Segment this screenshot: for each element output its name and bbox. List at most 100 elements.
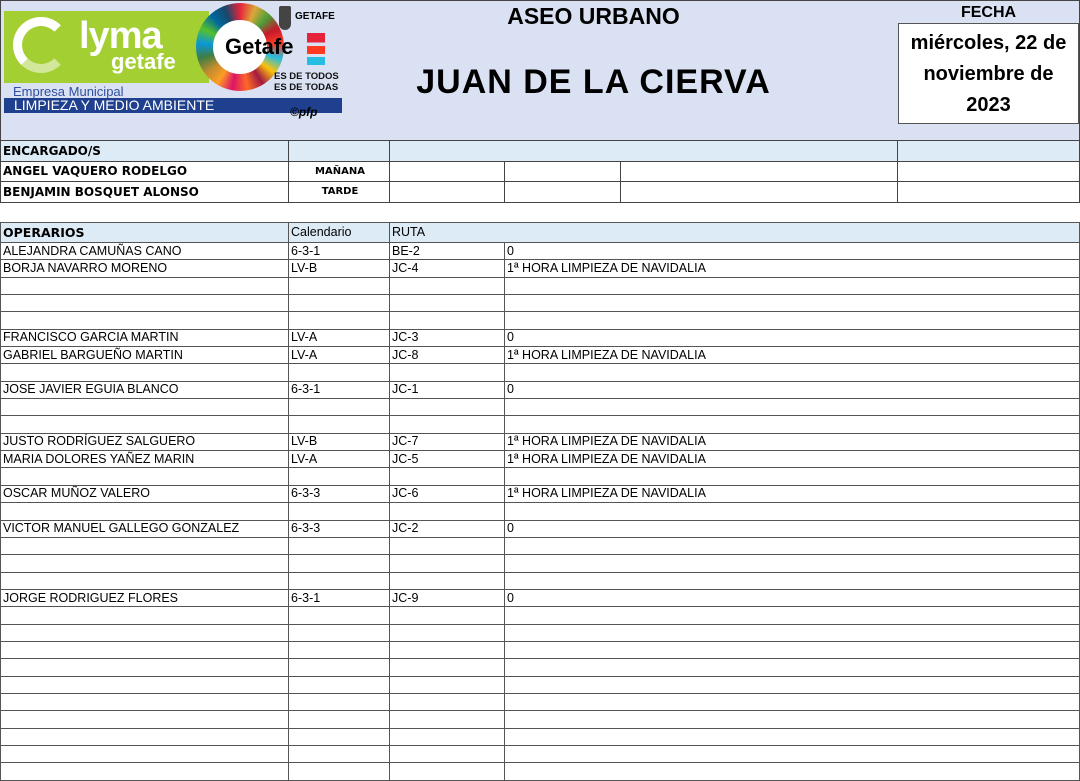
cell[interactable]: [504, 160, 621, 182]
operario-observaciones[interactable]: [503, 623, 1080, 642]
operario-ruta[interactable]: JC-2: [389, 519, 505, 538]
operario-name[interactable]: BORJA NAVARRO MORENO: [0, 259, 289, 278]
operario-calendario[interactable]: [288, 536, 390, 556]
operario-name[interactable]: [0, 658, 289, 677]
operario-name[interactable]: [0, 536, 289, 556]
operario-calendario[interactable]: LV-A: [288, 328, 390, 348]
operario-observaciones[interactable]: 0: [503, 328, 1080, 348]
operario-ruta[interactable]: JC-8: [389, 346, 505, 365]
operario-name[interactable]: MARIA DOLORES YAÑEZ MARIN: [0, 450, 289, 469]
operario-observaciones[interactable]: [503, 502, 1080, 521]
operario-calendario[interactable]: [288, 623, 390, 642]
operario-name[interactable]: [0, 623, 289, 642]
operario-ruta[interactable]: [389, 692, 505, 712]
operario-name[interactable]: JOSE JAVIER EGUIA BLANCO: [0, 380, 289, 400]
operario-name[interactable]: JUSTO RODRÍGUEZ SALGUERO: [0, 432, 289, 452]
operario-calendario[interactable]: [288, 415, 390, 434]
operario-name[interactable]: [0, 467, 289, 486]
operario-name[interactable]: GABRIEL BARGUEÑO MARTIN: [0, 346, 289, 365]
cell[interactable]: [504, 181, 621, 203]
operario-observaciones[interactable]: 1ª HORA LIMPIEZA DE NAVIDALIA: [503, 346, 1080, 365]
operario-observaciones[interactable]: [503, 311, 1080, 330]
cell[interactable]: [897, 160, 1080, 182]
operario-ruta[interactable]: [389, 363, 505, 382]
operario-ruta[interactable]: [389, 744, 505, 764]
operario-observaciones[interactable]: 1ª HORA LIMPIEZA DE NAVIDALIA: [503, 432, 1080, 452]
operario-observaciones[interactable]: 0: [503, 588, 1080, 608]
operario-ruta[interactable]: JC-1: [389, 380, 505, 400]
operario-ruta[interactable]: [389, 398, 505, 417]
operario-ruta[interactable]: JC-6: [389, 484, 505, 504]
operario-calendario[interactable]: [288, 311, 390, 330]
operario-name[interactable]: VICTOR MANUEL GALLEGO GONZALEZ: [0, 519, 289, 538]
operario-observaciones[interactable]: 0: [503, 241, 1080, 261]
operario-calendario[interactable]: [288, 276, 390, 296]
operario-calendario[interactable]: [288, 502, 390, 521]
operario-calendario[interactable]: [288, 571, 390, 590]
operario-calendario[interactable]: 6-3-1: [288, 588, 390, 608]
cell[interactable]: [897, 140, 1080, 162]
operario-calendario[interactable]: LV-A: [288, 346, 390, 365]
operario-observaciones[interactable]: [503, 467, 1080, 486]
operario-ruta[interactable]: [389, 675, 505, 694]
operario-calendario[interactable]: [288, 467, 390, 486]
operario-calendario[interactable]: [288, 762, 390, 781]
operario-calendario[interactable]: 6-3-3: [288, 484, 390, 504]
operario-observaciones[interactable]: [503, 571, 1080, 590]
operario-observaciones[interactable]: [503, 640, 1080, 660]
operario-calendario[interactable]: [288, 294, 390, 313]
operario-observaciones[interactable]: [503, 606, 1080, 625]
encargado-turno[interactable]: TARDE: [288, 181, 390, 203]
operario-observaciones[interactable]: [503, 276, 1080, 296]
operario-name[interactable]: [0, 692, 289, 712]
operario-observaciones[interactable]: [503, 692, 1080, 712]
operario-name[interactable]: [0, 294, 289, 313]
operario-name[interactable]: [0, 415, 289, 434]
operario-name[interactable]: [0, 398, 289, 417]
operario-ruta[interactable]: [389, 762, 505, 781]
operario-observaciones[interactable]: [503, 675, 1080, 694]
operario-name[interactable]: FRANCISCO GARCIA MARTIN: [0, 328, 289, 348]
operario-ruta[interactable]: JC-3: [389, 328, 505, 348]
operario-ruta[interactable]: [389, 311, 505, 330]
operario-name[interactable]: [0, 727, 289, 746]
operario-observaciones[interactable]: [503, 727, 1080, 746]
operario-ruta[interactable]: [389, 554, 505, 573]
operario-name[interactable]: [0, 502, 289, 521]
operario-observaciones[interactable]: 1ª HORA LIMPIEZA DE NAVIDALIA: [503, 484, 1080, 504]
operario-ruta[interactable]: [389, 727, 505, 746]
operario-calendario[interactable]: LV-B: [288, 432, 390, 452]
operario-calendario[interactable]: [288, 640, 390, 660]
operario-calendario[interactable]: [288, 710, 390, 729]
operario-observaciones[interactable]: [503, 554, 1080, 573]
operario-name[interactable]: [0, 571, 289, 590]
operario-ruta[interactable]: JC-9: [389, 588, 505, 608]
cell[interactable]: [389, 140, 898, 162]
operario-ruta[interactable]: JC-7: [389, 432, 505, 452]
operario-observaciones[interactable]: [503, 762, 1080, 781]
operario-calendario[interactable]: [288, 692, 390, 712]
operario-calendario[interactable]: [288, 658, 390, 677]
operario-name[interactable]: JORGE RODRIGUEZ FLORES: [0, 588, 289, 608]
cell[interactable]: [620, 160, 898, 182]
operario-name[interactable]: [0, 640, 289, 660]
operario-ruta[interactable]: [389, 710, 505, 729]
operario-observaciones[interactable]: [503, 710, 1080, 729]
operario-ruta[interactable]: [389, 294, 505, 313]
fecha-cell[interactable]: miércoles, 22 de noviembre de 2023: [898, 23, 1079, 124]
operario-name[interactable]: ALEJANDRA CAMUÑAS CANO: [0, 241, 289, 261]
operario-observaciones[interactable]: [503, 536, 1080, 556]
operario-observaciones[interactable]: [503, 658, 1080, 677]
operario-observaciones[interactable]: 1ª HORA LIMPIEZA DE NAVIDALIA: [503, 259, 1080, 278]
operario-name[interactable]: [0, 675, 289, 694]
cell[interactable]: [288, 140, 390, 162]
operario-calendario[interactable]: [288, 675, 390, 694]
operario-observaciones[interactable]: [503, 363, 1080, 382]
operario-observaciones[interactable]: 0: [503, 519, 1080, 538]
cell[interactable]: [897, 181, 1080, 203]
operario-name[interactable]: [0, 554, 289, 573]
operario-observaciones[interactable]: 1ª HORA LIMPIEZA DE NAVIDALIA: [503, 450, 1080, 469]
operario-ruta[interactable]: [389, 415, 505, 434]
operario-calendario[interactable]: 6-3-1: [288, 241, 390, 261]
operario-ruta[interactable]: [389, 571, 505, 590]
